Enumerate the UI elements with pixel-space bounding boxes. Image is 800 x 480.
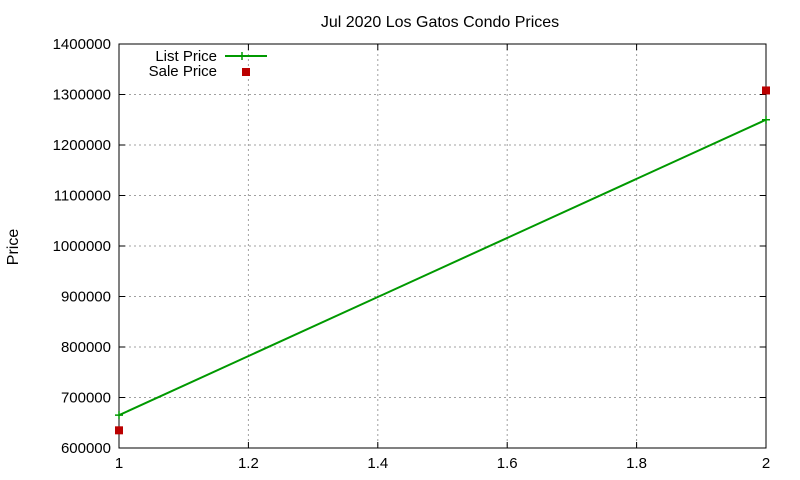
- y-tick-label: 600000: [61, 440, 111, 457]
- grid-lines: [119, 44, 766, 448]
- plot-frame: [118, 43, 767, 449]
- x-tick-label: 1.6: [497, 455, 518, 472]
- x-axis: 1 1.2 1.4 1.6 1.8 2: [115, 44, 770, 472]
- y-tick-label: 1200000: [53, 137, 111, 154]
- series-line-list-price: [118, 118, 767, 417]
- point-list-price: [762, 115, 770, 124]
- legend-marker-sale-price: [242, 68, 250, 76]
- x-tick-label: 1: [115, 455, 123, 472]
- y-tick-label: 800000: [61, 339, 111, 356]
- series-layer: [115, 86, 770, 435]
- y-axis-label: Price: [5, 229, 22, 266]
- legend-label-sale-price: Sale Price: [149, 63, 217, 80]
- y-tick-label: 900000: [61, 289, 111, 306]
- legend-marker-list-price: [238, 52, 246, 60]
- y-tick-label: 1300000: [53, 87, 111, 104]
- y-tick-label: 1000000: [53, 238, 111, 255]
- x-tick-label: 1.8: [626, 455, 647, 472]
- point-sale-price: [762, 86, 770, 95]
- y-tick-label: 1100000: [54, 188, 111, 205]
- y-tick-label: 1400000: [53, 36, 111, 53]
- x-tick-label: 2: [762, 455, 770, 472]
- y-axis: 600000 700000 800000 900000 1000000 1100000 12…: [53, 36, 766, 457]
- chart-title: Jul 2020 Los Gatos Condo Prices: [321, 14, 559, 31]
- y-tick-label: 700000: [61, 390, 111, 407]
- point-list-price: [115, 411, 123, 420]
- x-tick-label: 1.2: [238, 455, 259, 472]
- point-sale-price: [115, 426, 123, 435]
- x-tick-label: 1.4: [367, 455, 388, 472]
- legend-label-list-price: List Price: [155, 48, 217, 65]
- legend: List Price Sale Price: [149, 48, 267, 80]
